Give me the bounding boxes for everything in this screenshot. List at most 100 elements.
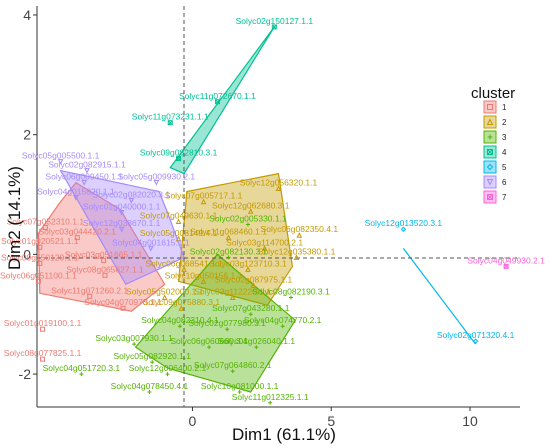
data-point: Solyc09g150129.1.1: [1, 252, 79, 266]
cluster-hull-3: [134, 253, 296, 393]
legend-entry-7: 7: [483, 190, 507, 204]
legend-key: [483, 160, 497, 174]
point-label: Solyc04g015820.1.1: [37, 187, 115, 197]
data-point: Solyc04g070970.1.1: [84, 297, 162, 311]
point-label: Solyc01g040000.1.1: [83, 201, 161, 211]
point-label: Solyc12g006400.2.1: [129, 363, 207, 373]
data-point: Solyc01g020521.1.1: [1, 236, 79, 250]
data-point: Solyc12g006400.2.1: [129, 363, 207, 377]
cluster-hull-5: [402, 248, 477, 345]
y-tick-label: 2: [23, 127, 31, 143]
point-label: Solyc11g071260.2.1: [51, 285, 128, 295]
data-point: Solyc02g005330.1.1: [209, 213, 287, 227]
data-point: Solyc04g026040.1.1: [218, 336, 296, 350]
data-point: Solyc11g012325.1.1: [232, 392, 309, 405]
point-label: Solyc04g082310.4.1: [141, 315, 219, 325]
legend-entry-5: 5: [483, 160, 507, 174]
point-label: Solyc06g068541.1.1: [145, 258, 223, 268]
point-label: Solyc02g005330.1.1: [209, 213, 287, 223]
point-label: Solyc03g051665.1.1: [65, 249, 143, 259]
legend-label: 6: [502, 178, 507, 187]
data-point: Solyc01g019100.1.1: [4, 318, 82, 332]
point-label: Solyc03g044420.2.1: [38, 227, 116, 237]
data-point: Solyc07g005717.1.1: [165, 191, 243, 205]
point-label: Solyc07g005717.1.1: [165, 191, 243, 201]
data-point: Solyc05g008149.4.1: [140, 228, 218, 242]
cluster-hull-1: [37, 181, 166, 312]
x-ticks: 0 5 10: [189, 407, 478, 429]
data-point: Solyc07g049630.1.1: [140, 210, 218, 224]
data-point: Solyc06g060660.3.1: [170, 336, 248, 350]
point-label: Solyc12g013520.3.1: [365, 218, 443, 228]
data-point: Solyc08g077825.1.1: [4, 348, 82, 362]
data-point: Solyc06g051100.1.1: [0, 270, 77, 284]
data-point: Solyc05g082920.1.1: [113, 351, 191, 365]
x-tick-label: 5: [327, 413, 335, 429]
point-label: Solyc09g082810.3.1: [140, 148, 218, 158]
point-label: Solyc02g150127.1.1: [236, 16, 314, 26]
data-point: Solyc11g072670.1.1: [179, 91, 256, 105]
point-label: Solyc01g019100.1.1: [4, 318, 82, 328]
point-label: Solyc04g078450.4.1: [111, 381, 189, 391]
legend-label: 7: [502, 193, 507, 202]
point-label: Solyc04g074770.2.1: [244, 315, 322, 325]
point-label: Solyc05g502000.1.1: [126, 286, 204, 296]
data-point: Solyc02g087975.1.1: [215, 275, 293, 289]
point-label: Solyc06g051100.1.1: [0, 270, 77, 280]
data-point: Solyc02g150127.1.1: [236, 16, 314, 30]
y-ticks: -2 0 2 4: [19, 7, 37, 382]
point-label: Solyc04g026040.1.1: [218, 336, 296, 346]
data-point: Solyc04g078450.4.1: [111, 381, 189, 395]
legend-entry-6: 6: [483, 175, 507, 189]
x-tick-label: 10: [462, 413, 478, 429]
data-point: Solyc02g082020.3.1: [93, 190, 171, 204]
legend-entry-3: 3: [483, 130, 507, 144]
point-label: Solyc08g082190.3.1: [252, 286, 330, 296]
point-label: Solyc04g051720.3.1: [43, 363, 121, 373]
point-label: Solyc07g064860.2.1: [194, 360, 272, 370]
data-point: Solyc06g009450.1.1: [45, 172, 123, 186]
legend-label: 3: [502, 133, 507, 142]
point-label: Solyc04g001615.1.1: [112, 237, 190, 247]
legend-key: [483, 175, 497, 189]
point-label: Solyc12g056320.1.1: [240, 178, 318, 188]
point-label: Solyc11g068460.1.1: [190, 227, 267, 237]
data-point: Solyc09g075880.3.1: [143, 297, 220, 311]
point-label: Solyc05g005500.1.1: [22, 151, 100, 161]
legend: cluster 1 2 3 4 5 6 7: [471, 85, 515, 204]
data-point: Solyc02g082915.1.1: [48, 160, 126, 174]
data-point: Solyc08g082190.3.1: [252, 286, 330, 300]
point-label: Solyc03g112220.1.1: [194, 286, 271, 296]
point-label: Solyc02g082020.3.1: [93, 190, 171, 200]
point-label: Solyc02g077980.3.1: [188, 318, 266, 328]
point-label: Solyc02g082915.1.1: [48, 160, 126, 170]
data-point: Solyc05g009930.2.1: [118, 172, 195, 186]
y-tick-label: -2: [19, 366, 32, 382]
data-points: Solyc02g150127.1.1 Solyc11g072670.1.1 Soly…: [0, 16, 545, 405]
data-point: Solyc06g068541.1.1: [145, 258, 223, 272]
point-label: Solyc03g123710.3.1: [209, 258, 287, 268]
point-label: Solyc08g065627.1.1: [66, 264, 144, 274]
legend-label: 2: [502, 118, 507, 127]
data-point: Solyc11g073231.1.1: [132, 112, 209, 126]
y-axis-title: Dim2 (14.1%): [5, 166, 24, 270]
data-point: Solyc03g123710.3.1: [209, 258, 287, 272]
data-point: Solyc11g068460.1.1: [190, 227, 267, 241]
point-label: Solyc05g008149.4.1: [140, 228, 218, 238]
point-label: Solyc04g070970.1.1: [84, 297, 162, 307]
point-label: Solyc03g007930.1.1: [95, 333, 173, 343]
data-point: Solyc12g038670.1.1: [83, 218, 161, 233]
point-label: Solyc02g087975.1.1: [215, 275, 293, 285]
point-label: Solyc11g073231.1.1: [132, 112, 209, 122]
point-label: Solyc06g082350.4.1: [261, 224, 339, 234]
data-point: Solyc09g082810.3.1: [140, 148, 218, 162]
point-label: Solyc08g077825.1.1: [4, 348, 82, 358]
point-label: Solyc12g038670.1.1: [83, 218, 161, 228]
point-label: Solyc11g012325.1.1: [232, 392, 309, 402]
point-label: Solyc07g052310.1.1: [7, 216, 85, 226]
legend-entry-2: 2: [483, 115, 507, 129]
point-label: Solyc09g150129.1.1: [1, 252, 79, 262]
cluster-hull-4: [169, 26, 275, 175]
y-tick-label: 0: [23, 246, 31, 262]
point-label: Solyc10g050156.1.1: [165, 270, 243, 280]
